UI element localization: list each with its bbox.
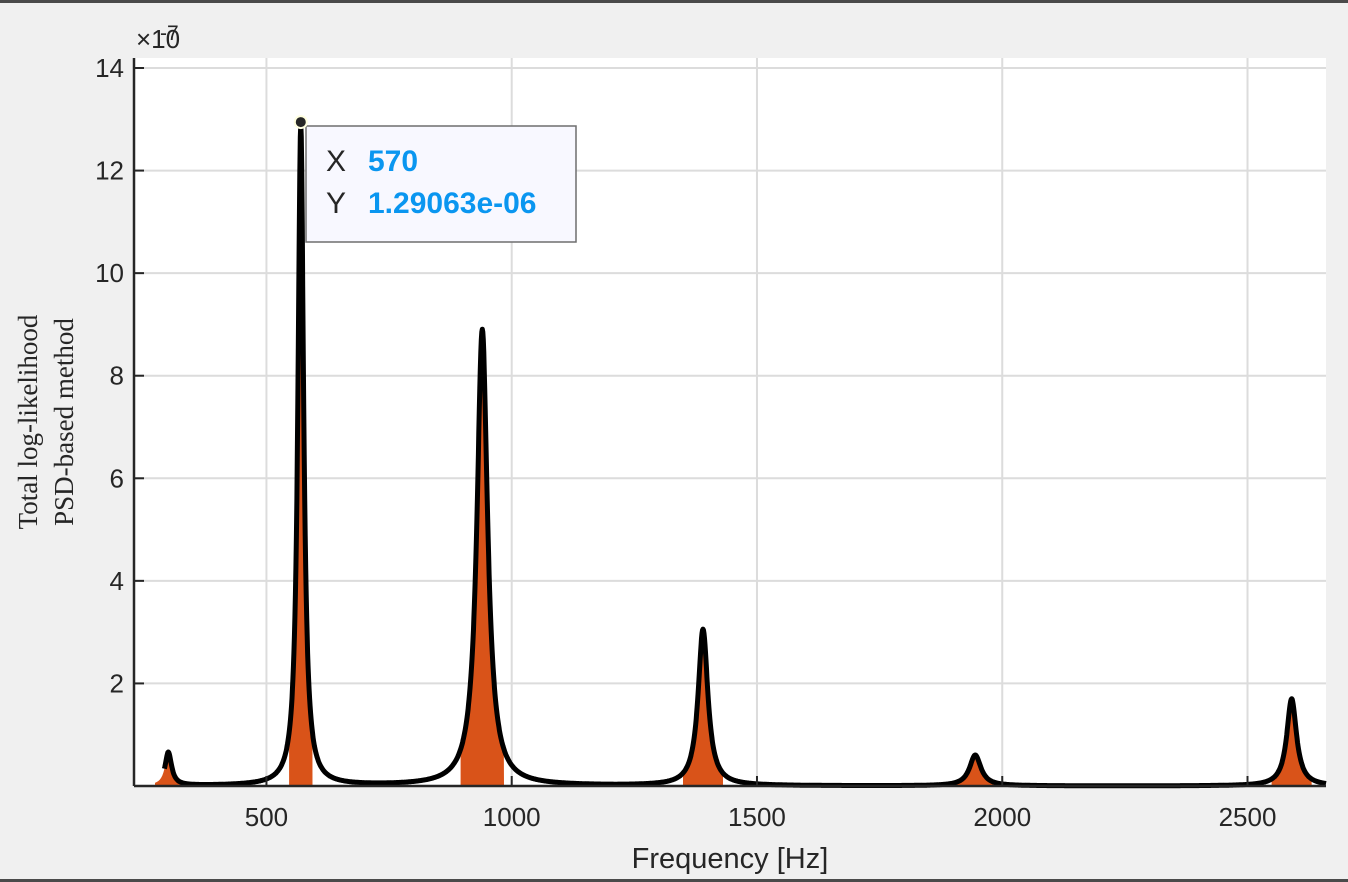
y-tick-label: 14 (95, 53, 124, 83)
y-tick-labels: 2 4 6 8 10 12 14 (95, 53, 124, 698)
x-tick-labels: 500 1000 1500 2000 2500 (245, 802, 1277, 832)
datatip-y-key: Y (326, 187, 346, 220)
datatip-box (305, 125, 577, 243)
exponent-label: ×10 (136, 24, 180, 54)
x-tick-label: 2500 (1219, 802, 1277, 832)
y-tick-label: 8 (110, 361, 124, 391)
x-tick-label: 2000 (973, 802, 1031, 832)
x-axis-label: Frequency [Hz] (632, 843, 829, 875)
y-tick-label: 10 (95, 258, 124, 288)
y-tick-label: 12 (95, 156, 124, 186)
window-top-border (0, 0, 1348, 3)
x-tick-label: 1000 (483, 802, 541, 832)
exponent-power: -7 (160, 22, 179, 45)
x-tick-label: 500 (245, 802, 288, 832)
y-tick-label: 6 (110, 463, 124, 493)
datatip-marker[interactable] (293, 115, 308, 130)
y-tick-label: 2 (110, 668, 124, 698)
datatip-y-value: 1.29063e-06 (368, 187, 537, 220)
datatip[interactable]: X 570 Y 1.29063e-06 (293, 115, 577, 243)
y-axis-label-line-1: Total log-likelihood (13, 314, 43, 529)
x-tick-label: 1500 (728, 802, 786, 832)
axes (132, 58, 1326, 788)
datatip-x-key: X (326, 145, 346, 178)
window-bottom-border (0, 879, 1348, 882)
y-tick-label: 4 (110, 566, 124, 596)
y-axis-label-line-2: PSD-based method (49, 318, 79, 526)
datatip-x-value: 570 (368, 145, 418, 178)
